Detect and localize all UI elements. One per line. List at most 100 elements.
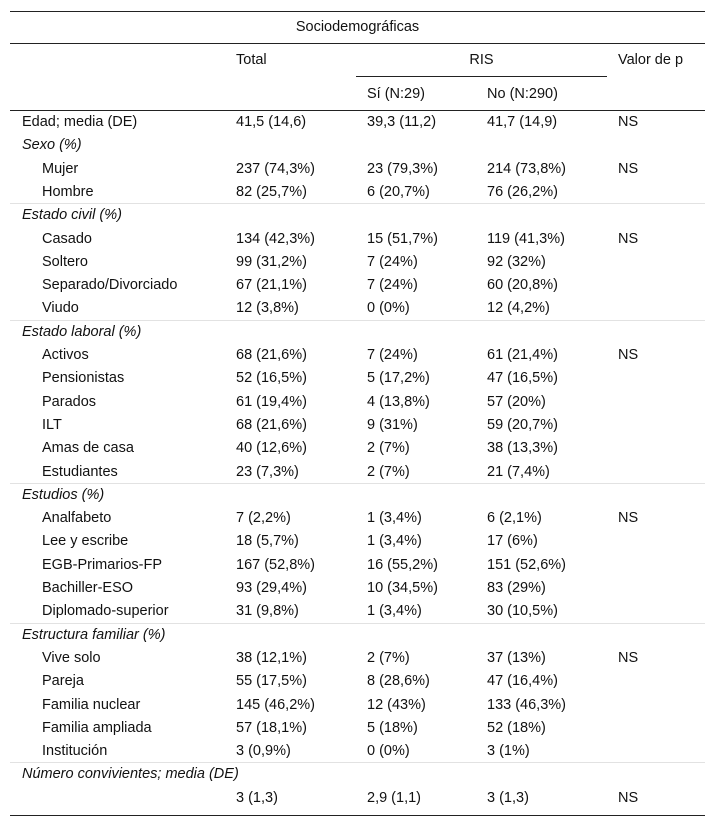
column-header: RIS — [469, 52, 494, 68]
group-title: Estado laboral (%) — [22, 323, 142, 340]
rule — [356, 76, 607, 77]
total-cell: 52 (16,5%) — [236, 370, 307, 387]
si-cell: 7 (24%) — [367, 347, 418, 363]
p-value-cell: NS — [618, 649, 639, 666]
separator — [10, 622, 705, 624]
total-cell: 237 (74,3%) — [236, 160, 315, 177]
row-label: Familia nuclear — [42, 696, 141, 713]
p-value-cell: NS — [618, 347, 639, 363]
row-label: ILT — [42, 416, 62, 433]
column-header: Total — [236, 52, 267, 68]
no-cell: 41,7 (14,9) — [487, 114, 558, 130]
separator — [10, 319, 705, 321]
total-cell: 145 (46,2%) — [236, 696, 315, 713]
total-cell: 12 (3,8%) — [236, 300, 299, 317]
no-cell: 59 (20,7%) — [487, 416, 558, 433]
no-cell: 57 (20%) — [487, 393, 546, 410]
total-cell: 57 (18,1%) — [236, 719, 307, 736]
si-cell: 7 (24%) — [367, 277, 418, 294]
si-cell: 10 (34,5%) — [367, 580, 438, 596]
si-cell: 9 (31%) — [367, 416, 418, 433]
no-cell: 6 (2,1%) — [487, 510, 542, 527]
row-label: Bachiller-ESO — [42, 580, 134, 596]
total-cell: 61 (19,4%) — [236, 393, 307, 410]
total-cell: 40 (12,6%) — [236, 440, 307, 457]
si-cell: 15 (51,7%) — [367, 230, 438, 247]
si-cell: 16 (55,2%) — [367, 556, 438, 573]
row-label: Casado — [42, 230, 92, 247]
si-cell: 2 (7%) — [367, 649, 410, 666]
separator — [10, 762, 705, 764]
row-label: Pensionistas — [42, 370, 125, 387]
group-title: Número convivientes; media (DE) — [22, 766, 239, 783]
row-label: Mujer — [42, 160, 79, 177]
no-cell: 17 (6%) — [487, 533, 538, 550]
rule — [10, 11, 705, 12]
column-header: Sí (N:29) — [367, 86, 426, 102]
total-cell: 31 (9,8%) — [236, 603, 299, 620]
no-cell: 60 (20,8%) — [487, 277, 558, 294]
total-cell: 3 (0,9%) — [236, 743, 291, 760]
no-cell: 3 (1%) — [487, 743, 530, 760]
rule — [10, 110, 705, 111]
column-header: No (N:290) — [487, 86, 558, 102]
row-label: Amas de casa — [42, 440, 134, 457]
no-cell: 52 (18%) — [487, 719, 546, 736]
no-cell: 76 (26,2%) — [487, 183, 558, 200]
column-header: Valor de p — [618, 52, 684, 68]
row-label: Viudo — [42, 300, 79, 317]
total-cell: 67 (21,1%) — [236, 277, 307, 294]
no-cell: 214 (73,8%) — [487, 160, 566, 177]
no-cell: 21 (7,4%) — [487, 463, 550, 480]
si-cell: 1 (3,4%) — [367, 603, 422, 620]
si-cell: 8 (28,6%) — [367, 673, 430, 690]
row-label: Institución — [42, 743, 108, 760]
total-cell: 68 (21,6%) — [236, 347, 307, 363]
row-label: Diplomado-superior — [42, 603, 169, 620]
no-cell: 92 (32%) — [487, 253, 546, 270]
group-title: Estado civil (%) — [22, 207, 122, 224]
si-cell: 4 (13,8%) — [367, 393, 430, 410]
separator — [10, 203, 705, 205]
no-cell: 3 (1,3) — [487, 789, 529, 806]
total-cell: 167 (52,8%) — [236, 556, 315, 573]
group-title: Estructura familiar (%) — [22, 626, 166, 643]
p-value-cell: NS — [618, 510, 639, 527]
row-label: Vive solo — [42, 649, 101, 666]
no-cell: 133 (46,3%) — [487, 696, 566, 713]
total-cell: 41,5 (14,6) — [236, 114, 307, 130]
si-cell: 1 (3,4%) — [367, 533, 422, 550]
p-value-cell: NS — [618, 230, 639, 247]
si-cell: 39,3 (11,2) — [367, 114, 437, 130]
row-label: Familia ampliada — [42, 719, 152, 736]
p-value-cell: NS — [618, 160, 639, 177]
total-cell: 18 (5,7%) — [236, 533, 299, 550]
row-label: Separado/Divorciado — [42, 277, 178, 294]
total-cell: 99 (31,2%) — [236, 253, 307, 270]
separator — [10, 482, 705, 484]
si-cell: 5 (18%) — [367, 719, 418, 736]
row-label: EGB-Primarios-FP — [42, 556, 163, 573]
total-cell: 38 (12,1%) — [236, 649, 307, 666]
total-cell: 3 (1,3) — [236, 789, 278, 806]
no-cell: 37 (13%) — [487, 649, 546, 666]
no-cell: 12 (4,2%) — [487, 300, 550, 317]
table-title: Sociodemográficas — [295, 19, 420, 35]
total-cell: 93 (29,4%) — [236, 580, 307, 596]
no-cell: 47 (16,4%) — [487, 673, 558, 690]
no-cell: 61 (21,4%) — [487, 347, 558, 363]
no-cell: 83 (29%) — [487, 580, 546, 596]
si-cell: 5 (17,2%) — [367, 370, 430, 387]
total-cell: 68 (21,6%) — [236, 416, 307, 433]
si-cell: 2 (7%) — [367, 440, 410, 457]
no-cell: 119 (41,3%) — [487, 230, 565, 247]
row-label: Parados — [42, 393, 97, 410]
no-cell: 151 (52,6%) — [487, 556, 566, 573]
rule — [10, 815, 705, 816]
p-value-cell: NS — [618, 114, 639, 130]
si-cell: 0 (0%) — [367, 743, 410, 760]
row-label: Analfabeto — [42, 510, 112, 527]
si-cell: 23 (79,3%) — [367, 160, 438, 177]
row-label: Edad; media (DE) — [22, 114, 138, 130]
